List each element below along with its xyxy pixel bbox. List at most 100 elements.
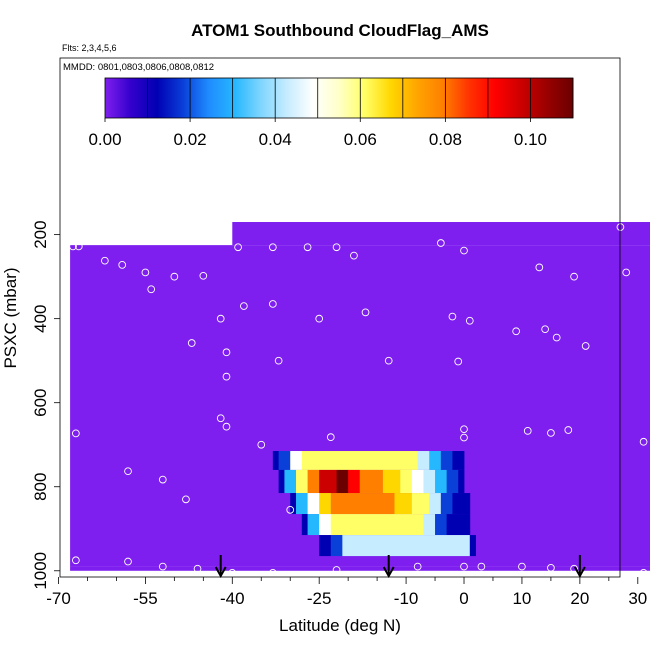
cloud-cell	[440, 451, 453, 470]
colorbar-fill	[105, 78, 573, 118]
sample-point	[240, 302, 248, 310]
sample-point	[268, 300, 277, 308]
flights-label: Flts: 2,3,4,5,6	[62, 43, 117, 53]
sample-arrow	[382, 555, 395, 579]
y-tick-label: 800	[31, 473, 50, 501]
sample-point	[547, 429, 555, 437]
sample-point	[512, 327, 520, 336]
sample-point	[570, 564, 578, 573]
plot-frame	[59, 57, 621, 578]
sample-point	[460, 425, 468, 434]
sample-point	[286, 506, 295, 514]
arrow-head	[573, 566, 586, 579]
y-tick-label: 600	[31, 389, 50, 417]
sample-point	[147, 285, 156, 294]
cloud-cell	[452, 493, 471, 515]
y-tick-label: 200	[31, 220, 50, 248]
colorbar-tick-label: 0.02	[174, 130, 207, 149]
sample-point	[124, 557, 132, 566]
sample-point	[639, 569, 648, 577]
sample-point	[535, 263, 544, 272]
sample-point	[332, 566, 341, 574]
cloud-cell	[348, 469, 361, 494]
sample-point	[222, 348, 231, 357]
sample-point	[460, 562, 468, 571]
sample-point	[118, 261, 127, 269]
sample-point	[72, 556, 80, 565]
sample-point	[72, 429, 80, 438]
colorbar-frame	[104, 77, 574, 119]
sample-point	[216, 414, 225, 423]
cloud-cell	[330, 535, 343, 557]
colorbar-tick-label: 0.00	[88, 130, 121, 149]
cloud-cell	[290, 451, 303, 470]
sample-point	[274, 356, 283, 365]
sample-point	[547, 563, 555, 572]
cloud-cell	[272, 451, 280, 470]
y-axis-label: PSXC (mbar)	[1, 267, 20, 368]
cloud-cell	[411, 493, 430, 515]
arrow-head	[214, 566, 227, 579]
sample-point	[69, 242, 77, 251]
sample-point	[361, 308, 370, 317]
sample-point	[448, 312, 457, 321]
cloud-cell	[435, 469, 448, 494]
sample-point	[639, 437, 648, 446]
cloud-cell	[469, 535, 476, 557]
cloud-cell	[307, 514, 320, 536]
cloud-cell	[452, 451, 465, 470]
sample-point	[523, 427, 532, 435]
sample-arrow	[573, 555, 586, 579]
x-axis: -70-55-40-25-1001020304050607080	[46, 577, 647, 608]
cloud-cell	[423, 469, 436, 494]
sample-point	[216, 314, 225, 323]
x-tick-label: -10	[394, 589, 419, 608]
x-axis-label: Latitude (deg N)	[279, 616, 401, 635]
x-tick-label: 10	[512, 589, 531, 608]
cloud-cell	[440, 493, 453, 515]
colorbar-tick-label: 0.10	[514, 130, 547, 149]
cloud-cell	[296, 469, 308, 494]
cloud-cell	[278, 469, 285, 494]
sample-point	[257, 440, 266, 449]
sample-point	[216, 229, 225, 238]
x-tick-label: 20	[570, 589, 589, 608]
cloud-cell	[359, 469, 384, 494]
sample-point	[315, 314, 324, 323]
cloud-cell	[330, 493, 395, 515]
dates-label: MMDD: 0801,0803,0806,0808,0812	[63, 62, 214, 73]
cloud-cell	[446, 514, 471, 536]
sample-point	[187, 339, 196, 347]
colorbar-tick-label: 0.08	[429, 130, 462, 149]
sample-point	[158, 475, 167, 484]
sample-point	[518, 562, 526, 571]
coverage-region	[70, 566, 650, 571]
cloud-cell	[394, 493, 413, 515]
x-tick-label: -25	[307, 589, 332, 608]
sample-point	[465, 316, 474, 325]
cloud-cell	[458, 469, 465, 494]
coverage-region	[232, 222, 650, 246]
sample-point	[350, 251, 358, 260]
cloud-cell	[411, 469, 424, 494]
cloud-cell	[435, 514, 448, 536]
cloud-cell	[307, 493, 320, 515]
cloud-cell	[278, 451, 291, 470]
cloud-cell	[319, 535, 332, 557]
cloud-cell	[417, 451, 430, 470]
sample-point	[413, 562, 422, 571]
x-tick-label: 30	[628, 589, 647, 608]
sample-point	[182, 495, 190, 504]
sample-point	[74, 242, 83, 251]
cloud-cell	[382, 469, 401, 494]
sample-point	[622, 268, 631, 277]
cloud-cell	[423, 514, 436, 536]
colorbar-tick-label: 0.04	[259, 130, 292, 149]
y-axis: 200 400 600 800 1000	[31, 220, 60, 590]
cloud-cell	[429, 451, 442, 470]
sample-point	[234, 243, 242, 252]
cloud-cell	[429, 493, 442, 515]
cloud-cell	[290, 493, 297, 515]
sample-point	[326, 433, 335, 442]
